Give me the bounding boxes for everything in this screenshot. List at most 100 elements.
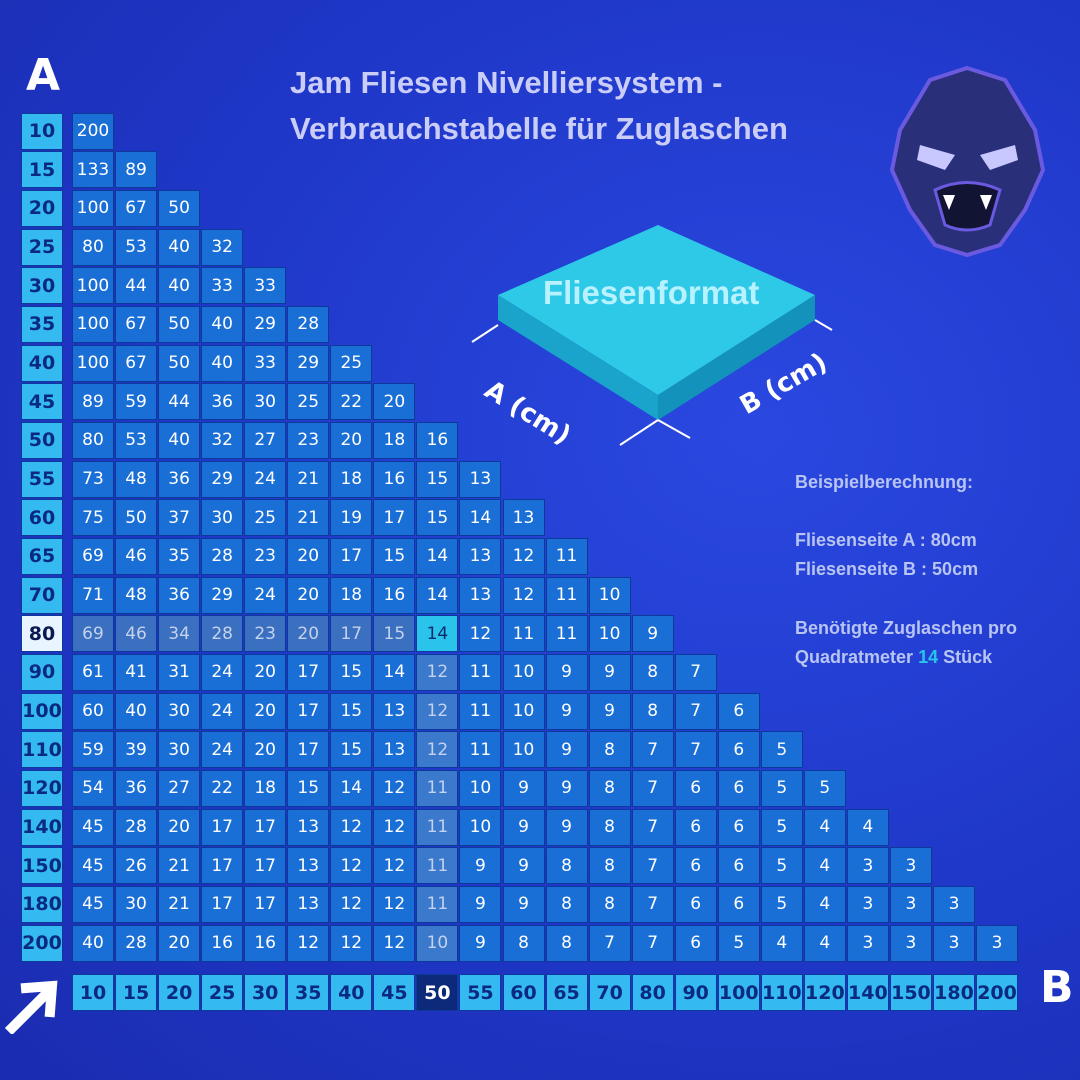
table-cell: 20 [245, 732, 286, 768]
table-cell: 27 [245, 422, 286, 458]
table-cell: 17 [374, 500, 415, 536]
table-cell: 25 [245, 500, 286, 536]
table-cell: 12 [374, 925, 415, 961]
table-cell: 16 [202, 925, 243, 961]
table-cell: 10 [589, 616, 630, 652]
table-cell: 10 [417, 925, 458, 961]
example-result-unit: Quadratmeter [795, 647, 914, 667]
table-cell: 20 [374, 384, 415, 420]
row-header-a: 90 [22, 654, 62, 690]
table-cell: 28 [116, 925, 157, 961]
column-header-b: 65 [546, 975, 587, 1010]
table-cell: 9 [503, 848, 544, 884]
table-cell: 10 [589, 577, 630, 613]
table-cell: 36 [159, 577, 200, 613]
table-cell: 7 [632, 886, 673, 922]
table-cell: 22 [202, 770, 243, 806]
table-cell: 5 [761, 732, 802, 768]
table-cell: 21 [159, 848, 200, 884]
row-header-a: 50 [22, 422, 62, 458]
table-cell: 12 [331, 809, 372, 845]
table-cell: 24 [245, 461, 286, 497]
table-cell: 48 [116, 577, 157, 613]
row-header-a: 70 [22, 577, 62, 613]
column-header-b: 40 [331, 975, 372, 1010]
table-cell: 50 [159, 306, 200, 342]
table-cell: 10 [503, 654, 544, 690]
table-cell: 25 [288, 384, 329, 420]
table-cell: 24 [202, 732, 243, 768]
table-cell: 17 [288, 732, 329, 768]
column-header-b: 120 [804, 975, 845, 1010]
table-cell: 29 [288, 345, 329, 381]
table-cell: 12 [460, 616, 501, 652]
table-cell: 37 [159, 500, 200, 536]
table-cell: 6 [675, 809, 716, 845]
tile-format-diagram [471, 225, 833, 446]
table-cell: 36 [159, 461, 200, 497]
table-cell: 75 [73, 500, 113, 536]
table-cell: 12 [503, 577, 544, 613]
column-header-b: 110 [761, 975, 802, 1010]
table-cell: 40 [159, 229, 200, 265]
table-cell: 9 [589, 693, 630, 729]
table-cell: 17 [331, 616, 372, 652]
table-cell: 29 [202, 577, 243, 613]
table-cell: 31 [159, 654, 200, 690]
table-cell: 3 [977, 925, 1018, 961]
table-cell: 20 [331, 422, 372, 458]
column-header-b: 70 [589, 975, 630, 1010]
column-header-b: 15 [116, 975, 157, 1010]
table-cell: 9 [546, 732, 587, 768]
row-header-a: 10 [22, 113, 62, 149]
table-cell: 21 [288, 461, 329, 497]
table-cell: 8 [546, 848, 587, 884]
table-cell: 48 [116, 461, 157, 497]
table-cell: 15 [417, 461, 458, 497]
example-result-line-1: Benötigte Zuglaschen pro [795, 618, 1018, 638]
table-cell: 13 [288, 848, 329, 884]
table-cell: 7 [675, 654, 716, 690]
table-cell: 17 [245, 809, 286, 845]
table-cell: 28 [202, 538, 243, 574]
table-cell: 53 [116, 422, 157, 458]
table-cell: 16 [245, 925, 286, 961]
table-cell: 6 [675, 848, 716, 884]
table-cell: 100 [73, 268, 113, 304]
table-cell: 13 [460, 461, 501, 497]
table-cell: 23 [288, 422, 329, 458]
row-header-a: 110 [22, 732, 62, 768]
table-cell: 6 [675, 770, 716, 806]
table-cell: 15 [331, 693, 372, 729]
table-cell: 67 [116, 190, 157, 226]
table-cell: 3 [890, 886, 931, 922]
table-cell: 8 [589, 886, 630, 922]
table-cell: 3 [890, 925, 931, 961]
axis-b-label: B [1040, 962, 1074, 1013]
table-cell: 40 [202, 306, 243, 342]
table-cell: 50 [159, 190, 200, 226]
row-header-a: 35 [22, 306, 62, 342]
axis-a-label: A [26, 50, 61, 101]
table-cell: 15 [331, 654, 372, 690]
table-cell: 24 [202, 693, 243, 729]
table-cell: 15 [417, 500, 458, 536]
table-cell: 12 [417, 654, 458, 690]
table-cell: 14 [374, 654, 415, 690]
table-cell: 17 [202, 809, 243, 845]
column-header-b: 150 [890, 975, 931, 1010]
table-cell: 9 [460, 886, 501, 922]
table-cell: 44 [159, 384, 200, 420]
table-cell: 28 [202, 616, 243, 652]
table-cell: 33 [245, 268, 286, 304]
row-header-a: 200 [22, 925, 62, 961]
table-cell: 7 [675, 693, 716, 729]
table-cell: 27 [159, 770, 200, 806]
table-cell: 20 [288, 616, 329, 652]
table-cell: 5 [761, 848, 802, 884]
example-heading: Beispielberechnung: [795, 472, 974, 492]
table-cell: 29 [245, 306, 286, 342]
table-cell: 53 [116, 229, 157, 265]
example-result-value: 14 [918, 647, 939, 667]
table-cell: 30 [116, 886, 157, 922]
